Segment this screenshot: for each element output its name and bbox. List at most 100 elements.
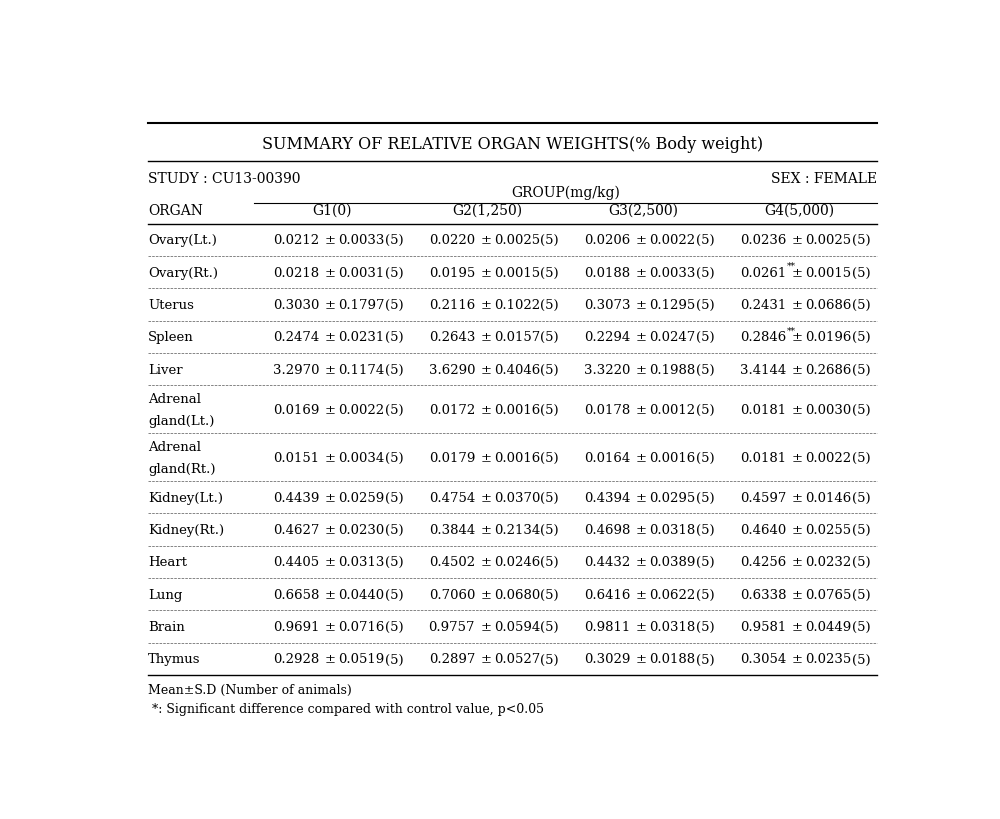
Text: 0.0179: 0.0179 [429,451,475,464]
Text: ±: ± [480,266,491,279]
Text: G1(0): G1(0) [312,204,351,218]
Text: 0.6416: 0.6416 [584,588,631,601]
Text: Liver: Liver [148,364,183,376]
Text: ±: ± [325,266,336,279]
Text: 0.1174: 0.1174 [338,364,384,376]
Text: **: ** [787,261,796,270]
Text: Thymus: Thymus [148,653,201,666]
Text: (5): (5) [540,556,559,568]
Text: (5): (5) [696,299,715,312]
Text: (5): (5) [852,491,870,505]
Text: 0.0295: 0.0295 [649,491,696,505]
Text: SEX : FEMALE: SEX : FEMALE [771,172,877,186]
Text: 0.0259: 0.0259 [338,491,384,505]
Text: 0.9691: 0.9691 [273,620,319,633]
Text: ±: ± [480,299,491,312]
Text: 0.0255: 0.0255 [805,523,851,536]
Text: (5): (5) [696,620,715,633]
Text: (5): (5) [385,556,403,568]
Text: 0.0527: 0.0527 [494,653,540,666]
Text: Heart: Heart [148,556,187,568]
Text: **: ** [787,326,796,335]
Text: 0.3054: 0.3054 [740,653,786,666]
Text: 0.0212: 0.0212 [273,234,319,247]
Text: 0.0015: 0.0015 [805,266,851,279]
Text: 0.2431: 0.2431 [740,299,786,312]
Text: 0.0519: 0.0519 [338,653,384,666]
Text: ±: ± [325,523,336,536]
Text: 0.0169: 0.0169 [273,403,319,416]
Text: (5): (5) [540,266,559,279]
Text: 0.0231: 0.0231 [338,331,384,344]
Text: 0.4754: 0.4754 [429,491,475,505]
Text: 0.0195: 0.0195 [429,266,475,279]
Text: (5): (5) [852,266,870,279]
Text: 0.4439: 0.4439 [273,491,319,505]
Text: 0.0022: 0.0022 [805,451,851,464]
Text: Uterus: Uterus [148,299,194,312]
Text: Kidney(Lt.): Kidney(Lt.) [148,491,223,505]
Text: 0.4046: 0.4046 [494,364,540,376]
Text: (5): (5) [385,620,403,633]
Text: ±: ± [325,331,336,344]
Text: 0.0178: 0.0178 [584,403,631,416]
Text: (5): (5) [540,451,559,464]
Text: (5): (5) [385,403,403,416]
Text: 0.0188: 0.0188 [585,266,631,279]
Text: 0.6658: 0.6658 [273,588,319,601]
Text: 0.0220: 0.0220 [429,234,475,247]
Text: ±: ± [636,364,647,376]
Text: (5): (5) [385,523,403,536]
Text: ±: ± [636,331,647,344]
Text: ±: ± [636,556,647,568]
Text: (5): (5) [696,491,715,505]
Text: Ovary(Lt.): Ovary(Lt.) [148,234,217,247]
Text: 0.2686: 0.2686 [805,364,851,376]
Text: ±: ± [792,523,803,536]
Text: (5): (5) [696,523,715,536]
Text: 0.0172: 0.0172 [429,403,475,416]
Text: ±: ± [480,556,491,568]
Text: 0.0016: 0.0016 [494,451,540,464]
Text: 3.6290: 3.6290 [429,364,475,376]
Text: (5): (5) [540,491,559,505]
Text: 0.0765: 0.0765 [805,588,851,601]
Text: 0.0022: 0.0022 [338,403,384,416]
Text: ±: ± [480,653,491,666]
Text: (5): (5) [540,523,559,536]
Text: ±: ± [636,523,647,536]
Text: Kidney(Rt.): Kidney(Rt.) [148,523,224,536]
Text: 0.7060: 0.7060 [429,588,475,601]
Text: 0.4394: 0.4394 [584,491,631,505]
Text: 0.0318: 0.0318 [649,620,696,633]
Text: ±: ± [480,331,491,344]
Text: 0.0261: 0.0261 [740,266,786,279]
Text: 0.0232: 0.0232 [805,556,851,568]
Text: (5): (5) [852,653,870,666]
Text: 0.2928: 0.2928 [273,653,319,666]
Text: 0.0016: 0.0016 [649,451,696,464]
Text: ±: ± [636,620,647,633]
Text: ±: ± [325,364,336,376]
Text: 0.2643: 0.2643 [429,331,475,344]
Text: (5): (5) [852,556,870,568]
Text: ±: ± [325,653,336,666]
Text: Ovary(Rt.): Ovary(Rt.) [148,266,218,279]
Text: 0.0181: 0.0181 [740,451,786,464]
Text: 0.0157: 0.0157 [494,331,540,344]
Text: (5): (5) [385,451,403,464]
Text: 0.0151: 0.0151 [273,451,319,464]
Text: 3.2970: 3.2970 [273,364,319,376]
Text: 0.0034: 0.0034 [338,451,384,464]
Text: (5): (5) [540,620,559,633]
Text: (5): (5) [852,523,870,536]
Text: ±: ± [480,234,491,247]
Text: (5): (5) [696,364,715,376]
Text: 0.1797: 0.1797 [338,299,384,312]
Text: GROUP(mg/kg): GROUP(mg/kg) [511,186,620,200]
Text: gland(Rt.): gland(Rt.) [148,462,216,475]
Text: ±: ± [325,403,336,416]
Text: (5): (5) [540,653,559,666]
Text: ±: ± [325,620,336,633]
Text: ±: ± [792,403,803,416]
